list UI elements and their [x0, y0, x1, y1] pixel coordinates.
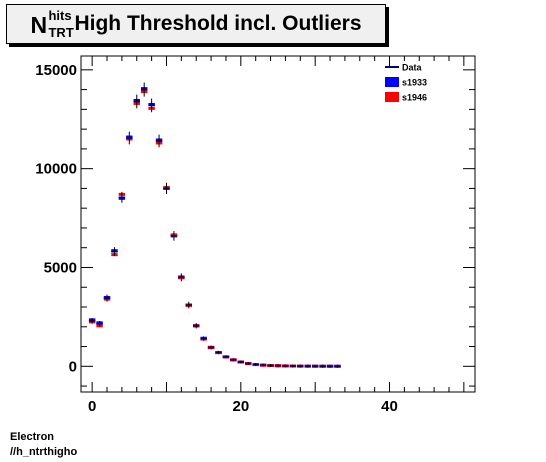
- y-tick-label: 15000: [35, 62, 77, 79]
- y-tick-label: 10000: [35, 161, 77, 178]
- legend-marker-box: [385, 92, 399, 102]
- plot-frame: [80, 55, 476, 393]
- legend-label: s1933: [402, 78, 427, 88]
- plot-title: N hits TRT High Threshold incl. Outliers: [30, 7, 361, 41]
- x-tick-label: 40: [381, 398, 398, 415]
- title-text: High Threshold incl. Outliers: [74, 12, 362, 35]
- footer-particle: Electron: [10, 431, 55, 443]
- legend-entry: s1946: [385, 92, 427, 103]
- axis-ticks: [81, 56, 475, 392]
- legend: Data s1933 s1946: [385, 63, 427, 103]
- title-subscript: TRT: [48, 25, 74, 40]
- title-n: N: [30, 12, 48, 38]
- legend-marker-box: [385, 77, 399, 87]
- y-tick-label: 0: [69, 358, 77, 375]
- legend-label: s1946: [402, 93, 427, 103]
- x-tick-label: 0: [88, 398, 96, 415]
- legend-entry: Data: [385, 63, 423, 73]
- series-layer: [88, 82, 341, 368]
- y-tick-label: 5000: [44, 259, 77, 276]
- title-box: N hits TRT High Threshold incl. Outliers: [6, 4, 386, 44]
- x-tick-label: 20: [232, 398, 249, 415]
- series-s1933: [88, 87, 341, 368]
- title-symbol: N hits TRT: [30, 7, 74, 41]
- legend-label: Data: [402, 63, 423, 73]
- title-superscript: hits: [48, 8, 72, 23]
- tick-labels: 0 20 40 0 5000 10000 15000: [35, 62, 398, 415]
- footer-histogram-path: //h_ntrthigho: [10, 446, 78, 458]
- legend-entry: s1933: [385, 77, 427, 88]
- series-s1946: [88, 90, 341, 368]
- series-data: [88, 82, 341, 368]
